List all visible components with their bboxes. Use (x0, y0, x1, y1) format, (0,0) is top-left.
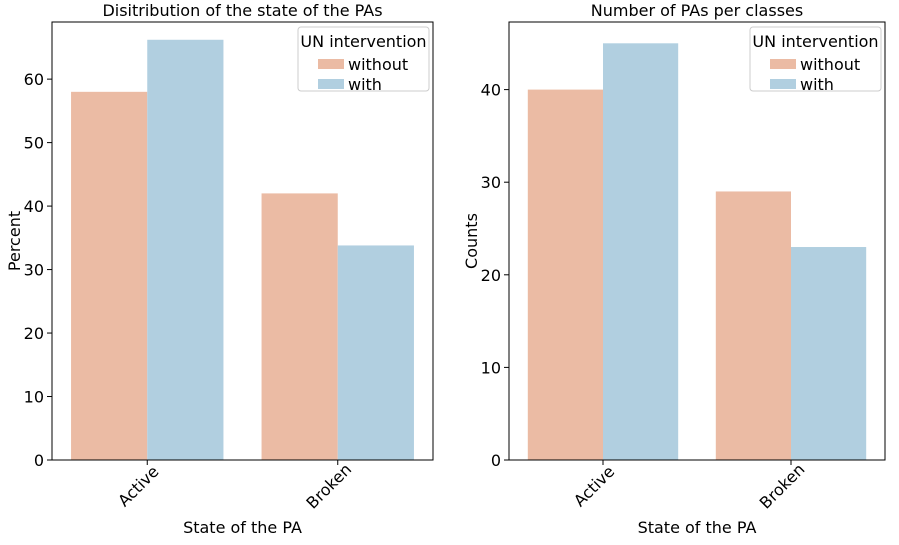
axes-frame (508, 21, 886, 461)
x-tick-label: Active (570, 462, 618, 510)
chart-1: Active Broken 0 10 20 30 40 50 60 Disitribution o… (5, 1, 434, 537)
legend-label-without: without (800, 55, 860, 74)
y-axis-label: Percent (5, 211, 24, 271)
legend-box (749, 26, 882, 92)
x-axis-label: State of the PA (183, 518, 302, 537)
bar-broken-without (261, 193, 338, 461)
bar-active-with (603, 43, 679, 460)
chart-title: Disitribution of the state of the PAs (102, 1, 382, 20)
axes-frame (51, 21, 434, 461)
y-tick-label: 0 (491, 451, 501, 470)
bar-active-with (147, 39, 224, 460)
bar-active-without (71, 91, 148, 461)
y-tick-label: 50 (24, 134, 44, 153)
y-tick-label: 10 (481, 358, 501, 377)
legend-title: UN intervention (752, 32, 878, 51)
legend-label-without: without (348, 55, 408, 74)
y-tick-label: 20 (481, 266, 501, 285)
legend-box (297, 26, 430, 92)
legend-label-with: with (348, 75, 382, 94)
chart-2: Active Broken 0 10 20 30 40 Number of PAs per c… (462, 1, 886, 537)
chart-title: Number of PAs per classes (591, 1, 803, 20)
y-tick-label: 40 (24, 197, 44, 216)
bar-broken-without (715, 191, 791, 460)
x-axis-label: State of the PA (638, 518, 757, 537)
legend-swatch-without (318, 59, 344, 69)
y-tick-label: 60 (24, 70, 44, 89)
legend-title: UN intervention (300, 32, 426, 51)
x-tick-label: Active (114, 462, 162, 510)
legend-swatch-with (770, 79, 796, 89)
y-tick-label: 30 (24, 261, 44, 280)
y-tick-label: 40 (481, 81, 501, 100)
bar-active-without (527, 89, 603, 460)
y-axis-label: Counts (462, 213, 481, 269)
y-tick-label: 10 (24, 388, 44, 407)
y-tick-label: 0 (34, 451, 44, 470)
y-tick-label: 20 (24, 324, 44, 343)
bar-broken-with (791, 247, 867, 460)
x-tick-label: Broken (302, 460, 355, 513)
y-tick-label: 30 (481, 173, 501, 192)
bar-broken-with (337, 245, 414, 460)
legend-swatch-with (318, 79, 344, 89)
legend-swatch-without (770, 59, 796, 69)
legend-label-with: with (800, 75, 834, 94)
x-tick-label: Broken (756, 460, 809, 513)
